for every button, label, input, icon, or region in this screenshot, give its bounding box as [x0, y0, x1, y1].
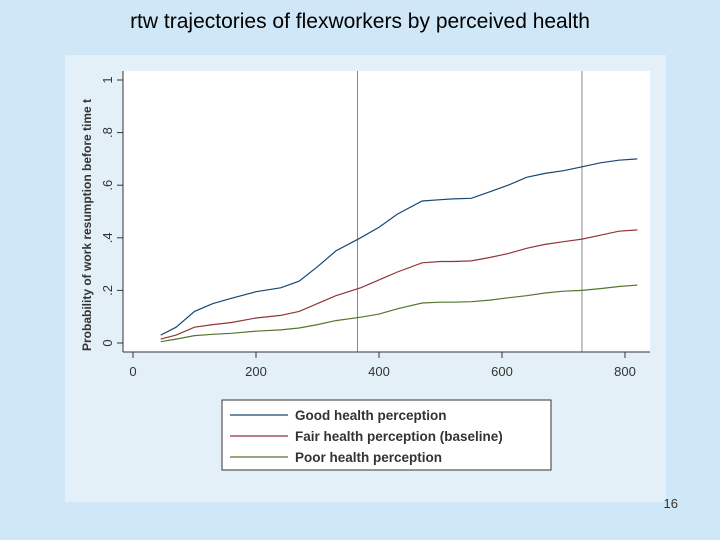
series-line-1: [160, 229, 638, 340]
x-tick-label-3: 600: [491, 364, 513, 379]
legend-label-0: Good health perception: [295, 408, 447, 423]
y-tick-label-0: 0: [100, 339, 115, 346]
reference-lines: [356, 71, 583, 352]
legend-box: [221, 399, 552, 471]
y-tick-label-4: .8: [100, 127, 115, 138]
series-line-2: [160, 284, 638, 343]
series-line-0: [160, 158, 638, 336]
x-tick-label-4: 800: [614, 364, 636, 379]
x-tick-label-0: 0: [129, 364, 136, 379]
x-tick-label-1: 200: [245, 364, 267, 379]
series-lines: [160, 158, 638, 343]
legend-label-2: Poor health perception: [295, 450, 442, 465]
y-tick-label-3: .6: [100, 180, 115, 191]
y-axis-title: Probability of work resumption before ti…: [80, 99, 94, 351]
y-tick-label-2: .4: [100, 232, 115, 243]
legend-label-1: Fair health perception (baseline): [295, 429, 503, 444]
legend: Good health perception Fair health percep…: [221, 399, 552, 471]
x-axis: 0 200 400 600 800: [123, 351, 650, 379]
slide-title: rtw trajectories of flexworkers by perce…: [130, 10, 590, 33]
y-tick-label-5: 1: [100, 76, 115, 83]
plot-area: [123, 71, 650, 352]
y-tick-label-1: .2: [100, 285, 115, 296]
y-axis: 0 .2 .4 .6 .8 1: [100, 71, 124, 352]
page-number: 16: [663, 496, 678, 511]
x-tick-label-2: 400: [368, 364, 390, 379]
